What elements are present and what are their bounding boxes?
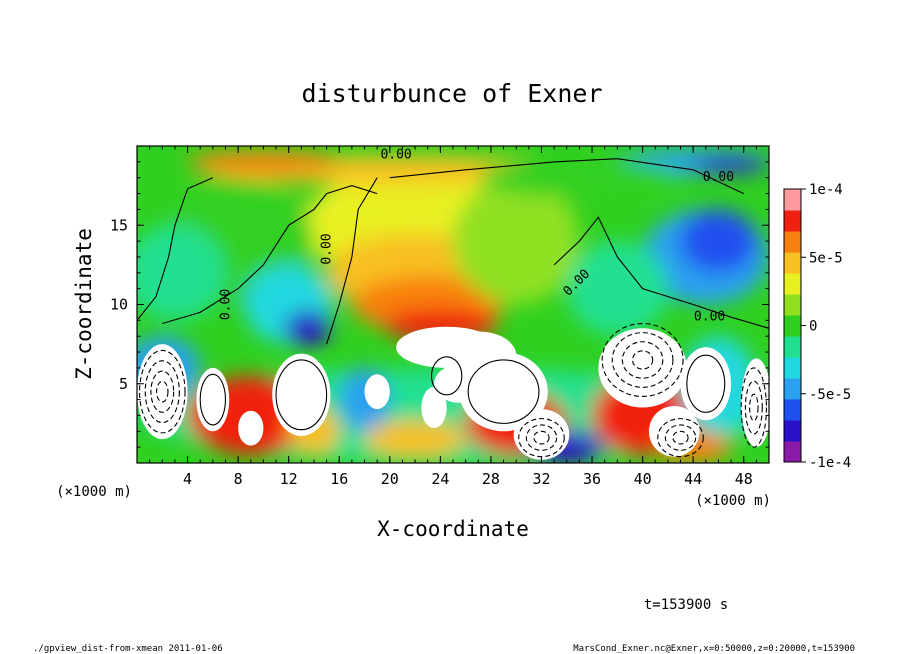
- colorbar-segment: [784, 273, 801, 295]
- heatmap-plot: 0.000.000.000.000.000.00: [137, 146, 769, 463]
- x-tick-label: 24: [431, 470, 449, 488]
- x-unit-left: (×1000 m): [56, 484, 132, 500]
- x-tick-label: 28: [482, 470, 500, 488]
- x-tick-label: 12: [280, 470, 298, 488]
- colorbar-segment: [784, 399, 801, 421]
- colorbar-segment: [784, 357, 801, 379]
- y-axis: 5 10 15: [110, 161, 769, 448]
- colorbar-segment: [784, 336, 801, 358]
- colorbar-tick-label: -1e-4: [809, 455, 851, 471]
- colorbar-tick-label: 0: [809, 319, 817, 335]
- footer-right: MarsCond_Exner.nc@Exner,x=0:50000,z=0:20…: [573, 644, 855, 654]
- x-tick-label: 44: [684, 470, 702, 488]
- colorbar-segment: [784, 294, 801, 316]
- contour-lines: [137, 158, 769, 458]
- footer-left: ./gpview_dist-from-xmean 2011-01-06: [33, 644, 223, 654]
- x-unit-right: (×1000 m): [695, 493, 771, 509]
- colorbar-tick-label: 1e-4: [809, 182, 843, 198]
- time-label: t=153900 s: [644, 597, 728, 613]
- contour-label: 0.00: [694, 309, 725, 324]
- x-axis-label: X-coordinate: [377, 517, 529, 541]
- colorbar-segment: [784, 420, 801, 442]
- colorbar-segment: [784, 378, 801, 400]
- y-axis-label: Z-coordinate: [72, 228, 96, 380]
- colorbar-segment: [784, 231, 801, 253]
- y-tick-label: 5: [119, 375, 128, 393]
- x-tick-label: 20: [381, 470, 399, 488]
- x-tick-label: 36: [583, 470, 601, 488]
- colorbar-segment: [784, 189, 801, 211]
- x-tick-label: 32: [532, 470, 550, 488]
- x-tick-label: 8: [234, 470, 243, 488]
- contour-label: 0.00: [703, 170, 734, 185]
- y-tick-label: 15: [110, 216, 128, 234]
- colorbar-tick-label: 5e-5: [809, 250, 843, 266]
- colorbar-segment: [784, 441, 801, 463]
- colorbar-segment: [784, 210, 801, 232]
- chart-title: disturbunce of Exner: [301, 79, 602, 108]
- x-tick-label: 16: [330, 470, 348, 488]
- colorbar-segment: [784, 315, 801, 337]
- contour-label: 0.00: [319, 233, 334, 264]
- colorbar: [783, 188, 802, 463]
- colorbar-ticks: 1e-4 5e-5 0 -5e-5 -1e-4: [801, 182, 851, 471]
- x-tick-label: 40: [634, 470, 652, 488]
- colorbar-tick-label: -5e-5: [809, 387, 851, 403]
- x-tick-label: 48: [735, 470, 753, 488]
- colorbar-segment: [784, 252, 801, 274]
- saturated-regions: [137, 326, 769, 460]
- contour-label: 0.00: [218, 289, 233, 320]
- contour-label: 0.00: [380, 148, 411, 163]
- y-tick-label: 10: [110, 296, 128, 314]
- x-axis: 4 8 12 16 20 24 28 32 36 40 44 48: [149, 146, 757, 488]
- x-tick-label: 4: [183, 470, 192, 488]
